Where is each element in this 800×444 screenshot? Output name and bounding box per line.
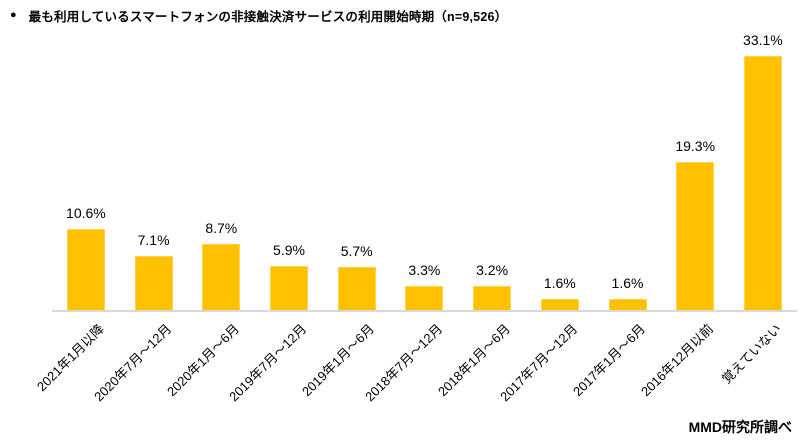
bar-value-label: 1.6% xyxy=(543,275,576,291)
bar-value-label: 5.7% xyxy=(340,243,373,259)
bar-value-label: 5.9% xyxy=(273,242,305,258)
x-axis-line xyxy=(52,310,797,312)
bar-value-label: 3.3% xyxy=(408,262,441,278)
bar xyxy=(202,244,241,311)
bar xyxy=(676,162,715,311)
bar-value-label: 3.2% xyxy=(476,262,509,278)
chart-title-row: ● 最も利用しているスマートフォンの非接触決済サービスの利用開始時期（n=9,5… xyxy=(10,6,507,25)
source-credit: MMD研究所調べ xyxy=(688,419,792,435)
bullet-icon: ● xyxy=(10,9,17,21)
bar-value-label: 33.1% xyxy=(743,32,783,48)
bar xyxy=(134,256,173,311)
bar-value-label: 7.1% xyxy=(137,232,170,248)
x-axis-tick-label: 覚えていない xyxy=(718,321,784,387)
bar-value-label: 8.7% xyxy=(205,220,238,236)
bar-value-label: 10.6% xyxy=(66,205,106,221)
bar xyxy=(66,229,105,311)
chart-title: 最も利用しているスマートフォンの非接触決済サービスの利用開始時期（n=9,526… xyxy=(28,10,508,24)
bar xyxy=(473,286,512,311)
bar-value-label: 19.3% xyxy=(675,138,716,154)
bar-value-label: 1.6% xyxy=(611,275,644,291)
bar xyxy=(743,56,782,311)
bar xyxy=(337,267,376,311)
bar xyxy=(270,266,308,311)
bar xyxy=(405,286,444,311)
